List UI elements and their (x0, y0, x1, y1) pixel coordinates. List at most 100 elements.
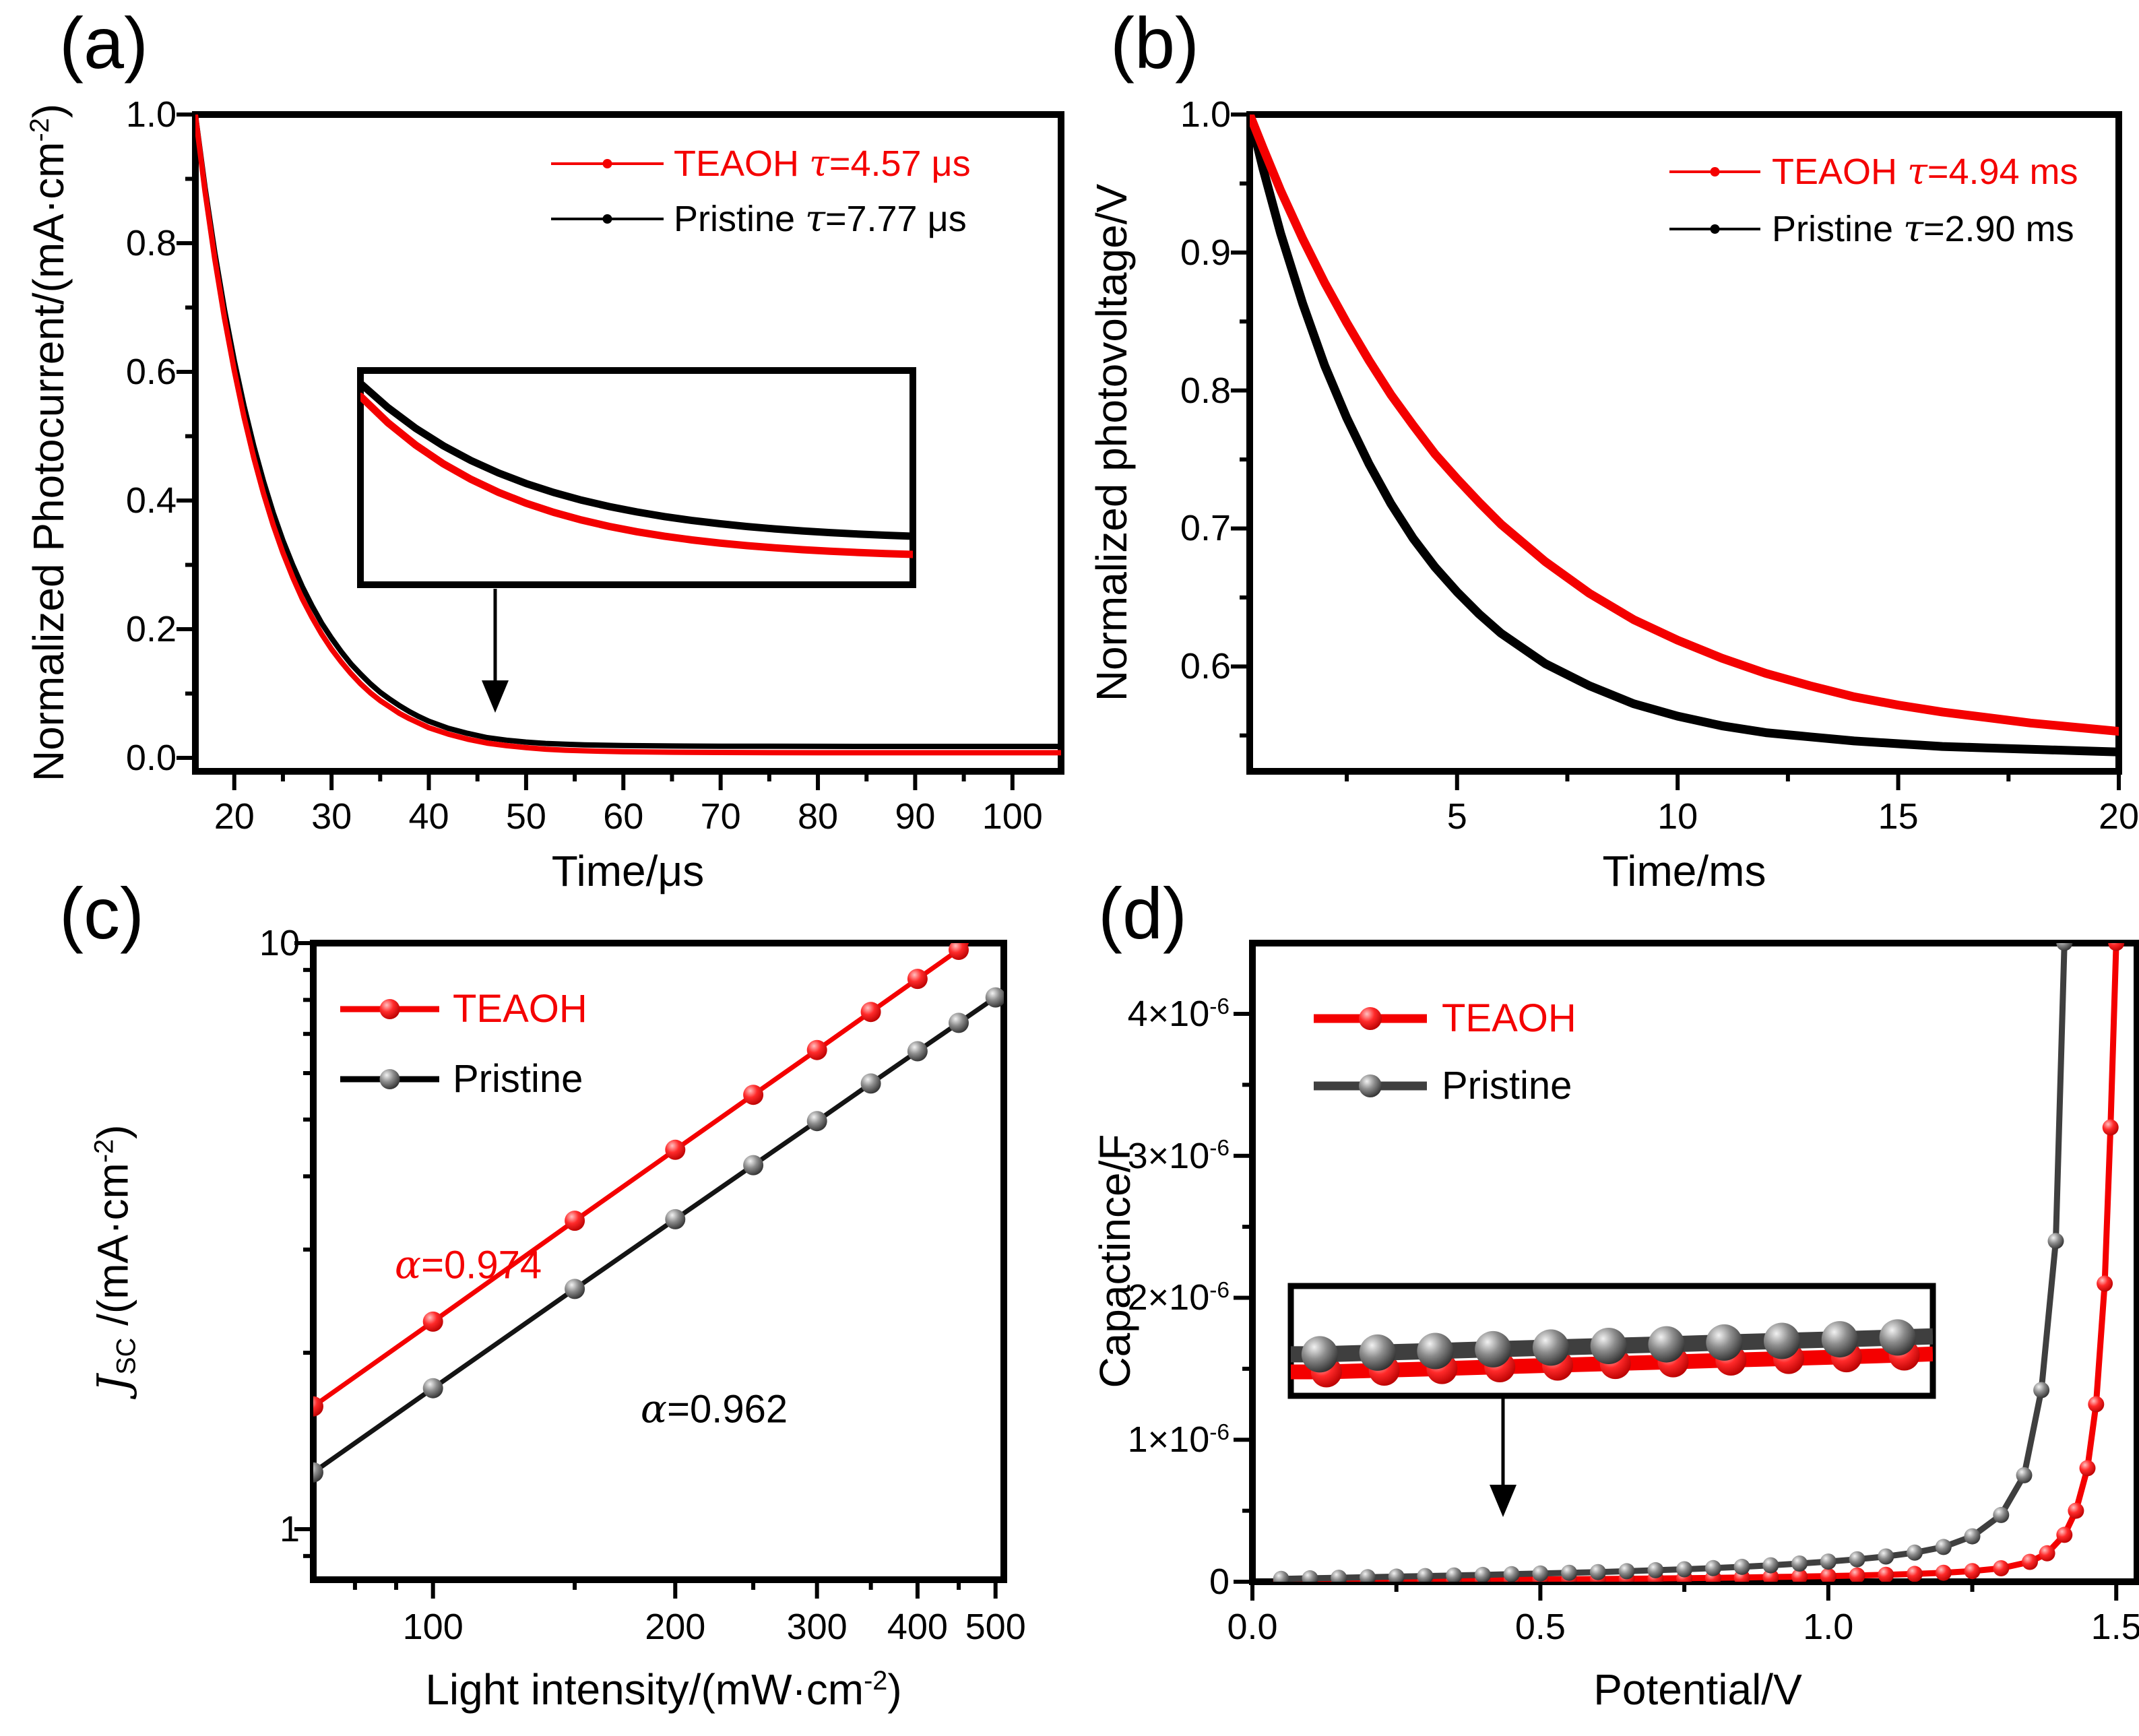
data-point-marker (1676, 1561, 1693, 1578)
panel-d-y-axis-title: Capactince/F (1091, 1134, 1139, 1388)
data-point-marker (1964, 1528, 1981, 1545)
data-point-marker (1993, 1506, 2010, 1523)
data-point-marker (1618, 1563, 1635, 1580)
legend-entry-label: TEAOH τ=4.57 μs (674, 142, 971, 185)
legend-entry-label: Pristine τ=2.90 ms (1772, 207, 2074, 250)
series-teaoh (195, 115, 1061, 756)
panel-a-y-tick-label: 0.8 (125, 223, 177, 263)
panel-c-x-tick-label: 200 (645, 1607, 706, 1647)
panel-c-x-tick-label: 400 (887, 1607, 948, 1647)
inset-pointer-arrow-head (482, 680, 509, 713)
panel-c-y-tick-label: 1 (279, 1509, 300, 1550)
data-point-marker (2056, 943, 2073, 951)
data-point-marker (1762, 1557, 1779, 1574)
data-point-marker (1273, 1570, 1289, 1582)
data-point-marker (1820, 1568, 1837, 1582)
data-point-marker (313, 1396, 323, 1417)
panel-d-frame (1249, 940, 2139, 1585)
panel-a-x-tick-label: 90 (895, 796, 936, 837)
data-point-marker (665, 1139, 686, 1160)
data-point-marker (2102, 1119, 2119, 1136)
panel-a-y-tick-label: 1.0 (125, 94, 177, 135)
data-point-marker (2097, 1275, 2113, 1292)
panel-b-y-tick-label: 0.8 (1180, 370, 1231, 411)
panel-d-y-tick-label: 2×10-6 (1127, 1277, 1230, 1318)
panel-b (1231, 111, 2122, 790)
inset-pointer-arrow-head (1490, 1485, 1517, 1517)
series-pristine (313, 987, 1004, 1483)
inset-gray-sphere (1533, 1329, 1569, 1366)
data-point-marker (1935, 1539, 1952, 1555)
data-point-marker (1878, 1566, 1894, 1582)
series-teaoh (1250, 115, 2119, 736)
data-point-marker (2047, 1233, 2064, 1250)
data-point-marker (1503, 1566, 1520, 1582)
panel-a-y-axis-title: Normalized Photocurrent/(mA·cm-2) (24, 103, 73, 782)
inset-curve-pristine (360, 379, 913, 540)
panel-d-y-tick-label: 1×10-6 (1127, 1419, 1230, 1460)
panel-d-x-axis-title: Potential/V (1593, 1665, 1802, 1714)
data-point-marker (1907, 1566, 1923, 1582)
panel-b-y-tick-label: 0.6 (1180, 646, 1231, 687)
series-teaoh-curve (313, 943, 969, 1409)
data-point-marker (1907, 1544, 1923, 1561)
panel-b-y-axis-title: Normalized photovoltage/V (1087, 183, 1136, 702)
panel-d-y-tick-label: 4×10-6 (1127, 993, 1230, 1034)
data-point-marker (1417, 1568, 1434, 1582)
data-point-marker (2016, 1467, 2033, 1483)
data-point-marker (1935, 1564, 1952, 1581)
panel-b-x-tick-label: 5 (1446, 796, 1467, 837)
panel-d-y-tick-label: 3×10-6 (1127, 1135, 1230, 1176)
panel-tag-a: (a) (59, 2, 148, 84)
panel-a (177, 111, 1064, 790)
data-point-marker (949, 1012, 969, 1033)
data-point-marker (1704, 1560, 1721, 1576)
inset-gray-sphere (1301, 1336, 1338, 1373)
panel-tag-c: (c) (59, 872, 144, 954)
data-point-marker (806, 1111, 827, 1132)
data-point-marker (2033, 1382, 2050, 1399)
data-point-marker (1964, 1563, 1981, 1580)
legend-sphere-marker (379, 1069, 400, 1089)
data-point-marker (1561, 1564, 1578, 1581)
legend-dot-marker (1710, 167, 1720, 176)
data-point-marker (2088, 1396, 2105, 1413)
data-point-marker (1360, 1569, 1376, 1582)
panel-a-x-tick-label: 30 (311, 796, 352, 837)
legend-sphere-marker (1359, 1074, 1382, 1097)
legend-sphere-marker (1359, 1007, 1382, 1030)
data-point-marker (1993, 1560, 2010, 1576)
inset-gray-sphere (1359, 1334, 1396, 1371)
panel-b-y-tick-label: 0.7 (1180, 508, 1231, 549)
data-point-marker (1849, 1567, 1865, 1582)
data-point-marker (949, 943, 969, 960)
panel-b-x-tick-label: 15 (1878, 796, 1919, 837)
panel-a-y-tick-label: 0.0 (125, 738, 177, 779)
panel-d-x-tick-label: 0.5 (1514, 1607, 1566, 1647)
legend-entry-label: Pristine (1442, 1064, 1572, 1107)
data-point-marker (1302, 1570, 1318, 1582)
data-point-marker (1589, 1564, 1606, 1580)
data-point-marker (1791, 1555, 1808, 1572)
data-point-marker (985, 987, 1004, 1008)
panel-a-x-tick-label: 40 (408, 796, 449, 837)
inset-gray-sphere (1417, 1332, 1454, 1370)
inset-gray-sphere (1764, 1322, 1800, 1359)
legend-entry-label: TEAOH τ=4.94 ms (1772, 150, 2078, 193)
panel-c-y-axis-title: JSC /(mA·cm-2) (88, 1124, 141, 1392)
panel-a-x-tick-label: 100 (982, 796, 1043, 837)
panel-a-frame (192, 111, 1064, 775)
panel-d-y-tick-label: 0 (1209, 1562, 1230, 1602)
series-teaoh (1273, 943, 2125, 1582)
panel-b-y-tick-label: 0.9 (1180, 232, 1231, 273)
data-point-marker (860, 1073, 881, 1094)
data-point-marker (907, 1041, 928, 1062)
series-teaoh (313, 943, 969, 1417)
panel-d-x-tick-label: 1.0 (1803, 1607, 1854, 1647)
panel-b-x-tick-label: 20 (2098, 796, 2139, 837)
panel-b-x-axis-title: Time/ms (1602, 847, 1766, 895)
legend-sphere-marker (379, 999, 400, 1019)
data-point-marker (565, 1211, 585, 1231)
series-pristine (1273, 943, 2073, 1582)
